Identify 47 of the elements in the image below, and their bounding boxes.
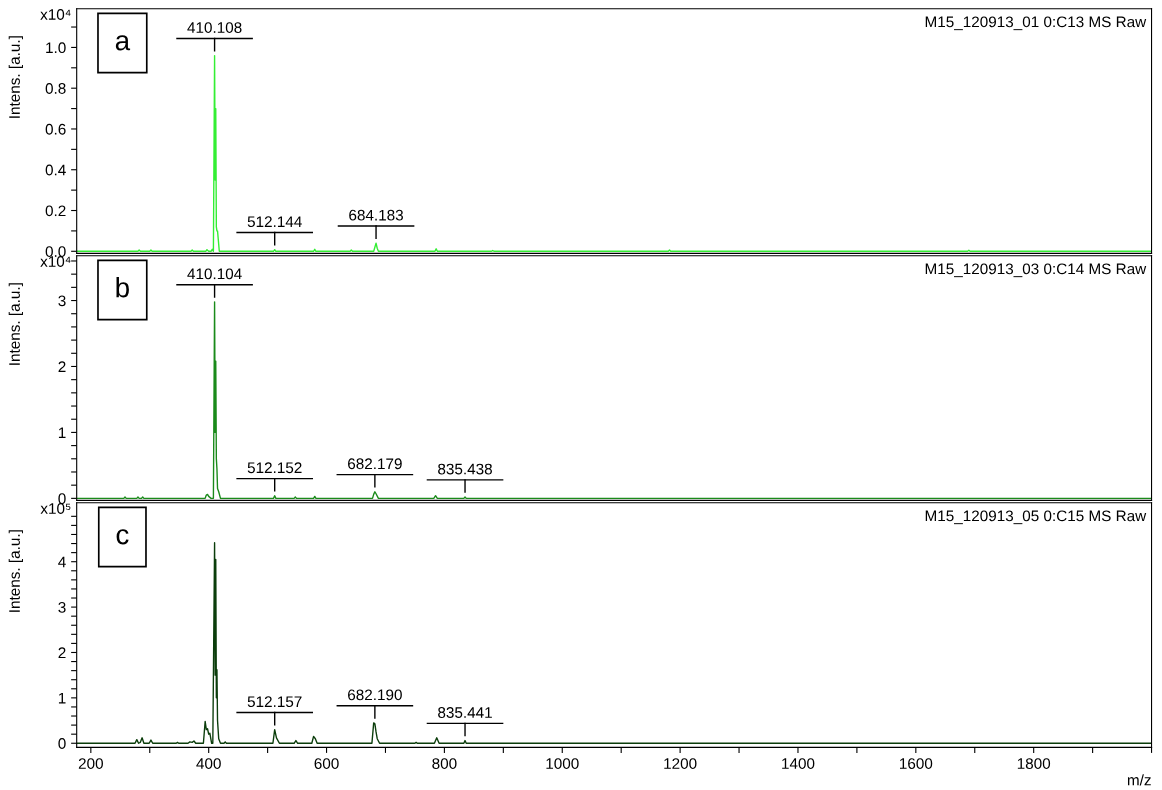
annotation: a: [115, 35, 131, 51]
chart-title: M15_120913_05 0:C15 MS Raw: [925, 510, 1147, 525]
y-axis-title: Intens. [a.u.]: [8, 36, 23, 118]
text: x10⁴: [40, 256, 71, 267]
annotation: c: [116, 529, 129, 545]
y-tick-label: 3: [58, 295, 66, 307]
annotation: 835.438: [438, 463, 492, 475]
text: x10⁴: [40, 9, 71, 20]
y-axis-title: Intens. [a.u.]: [8, 283, 23, 365]
y-tick-label: 0.2: [45, 205, 66, 217]
y-tick-label: 1.0: [46, 42, 66, 54]
annotation: 410.104: [187, 268, 242, 280]
annotation: b: [116, 277, 129, 298]
y-axis-title: Intens. [a.u.]: [8, 530, 23, 612]
annotation: 684.183: [349, 209, 403, 221]
x-tick-label: 200: [78, 758, 103, 769]
x-tick-label: 1600: [900, 758, 933, 769]
x-tick-label: 1000: [546, 758, 579, 769]
x-tick-label: 1800: [1017, 758, 1051, 769]
annotation: 512.152: [247, 462, 302, 474]
y-tick-label: 0: [58, 738, 66, 749]
y-tick-label: 4: [58, 556, 66, 568]
y-tick-label: 2: [58, 361, 66, 373]
y-tick-label: 0.0: [45, 246, 66, 257]
annotation: 682.190: [348, 689, 402, 701]
annotation: 682.179: [348, 458, 402, 470]
y-tick-label: 0: [58, 493, 66, 505]
y-tick-label: 2: [58, 647, 66, 659]
y-tick-label: 1: [58, 692, 66, 704]
y-tick-label: 1: [58, 427, 66, 438]
annotation: 512.144: [247, 216, 302, 228]
text: x10⁵: [40, 503, 71, 514]
annotation: 512.157: [247, 696, 302, 708]
x-axis-title: m/z: [1127, 774, 1151, 786]
x-tick-label: 800: [432, 758, 457, 769]
annotation: 835.441: [438, 707, 492, 718]
annotation: 410.108: [187, 22, 242, 33]
chart-title: M15_120913_03 0:C14 MS Raw: [925, 263, 1147, 278]
y-tick-label: 0.4: [45, 164, 66, 176]
x-tick-label: 400: [196, 758, 221, 769]
y-tick-label: 3: [58, 601, 66, 613]
x-tick-label: 600: [314, 758, 339, 769]
y-tick-label: 0.8: [45, 83, 66, 94]
x-tick-label: 1200: [664, 758, 697, 769]
x-tick-label: 1400: [782, 758, 815, 769]
chart-title: M15_120913_01 0:C13 MS Raw: [925, 16, 1147, 31]
y-tick-label: 0.6: [45, 123, 66, 135]
